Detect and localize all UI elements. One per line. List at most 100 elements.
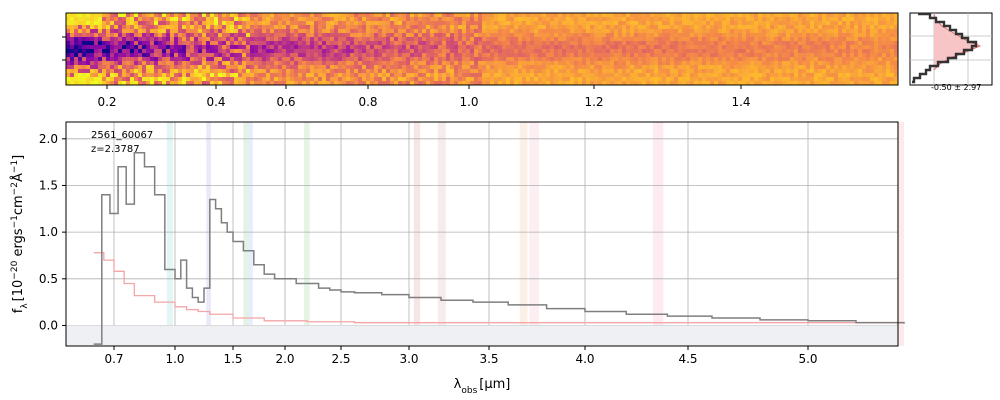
heatmap-cell [414,69,419,74]
heatmap-cell [94,45,99,50]
heatmap-cell [302,61,307,66]
heatmap-cell [438,25,443,30]
heatmap-cell [326,81,331,86]
heatmap-cell [842,33,847,38]
heatmap-cell [530,57,535,62]
heatmap-cell [702,77,707,82]
heatmap-cell [358,13,363,18]
heatmap-cell [222,13,227,18]
heatmap-cell [762,77,767,82]
heatmap-cell [626,73,631,78]
heatmap-cell [570,61,575,66]
heatmap-cell [890,73,895,78]
heatmap-cell [462,65,467,70]
heatmap-cell [670,61,675,66]
heatmap-cell [874,33,879,38]
heatmap-cell [806,69,811,74]
heatmap-cell [786,41,791,46]
heatmap-cell [582,45,587,50]
heatmap-cell [82,53,87,58]
heatmap-cell [566,33,571,38]
heatmap-cell [442,37,447,42]
heatmap-cell [638,29,643,34]
heatmap-cell [362,37,367,42]
heatmap-cell [878,49,883,54]
heatmap-cell [150,37,155,42]
heatmap-cell [106,45,111,50]
heatmap-cell [646,65,651,70]
heatmap-cell [594,69,599,74]
heatmap-cell [870,77,875,82]
heatmap-cell [246,29,251,34]
heatmap-cell [446,49,451,54]
heatmap-cell [646,21,651,26]
heatmap-cell [298,61,303,66]
heatmap-cell [590,81,595,86]
heatmap-cell [134,81,139,86]
heatmap-cell [274,25,279,30]
heatmap-cell [694,77,699,82]
heatmap-cell [774,33,779,38]
heatmap-cell [294,53,299,58]
heatmap-cell [262,77,267,82]
heatmap-cell [790,21,795,26]
heatmap-cell [794,29,799,34]
heatmap-cell [306,37,311,42]
emission-line-band [243,122,248,346]
heatmap-cell [390,49,395,54]
heatmap-cell [70,77,75,82]
heatmap-cell [502,37,507,42]
heatmap-cell [522,57,527,62]
heatmap-cell [246,13,251,18]
heatmap-cell [118,61,123,66]
heatmap-cell [686,13,691,18]
heatmap-cell [838,41,843,46]
heatmap-cell [862,69,867,74]
heatmap-cell [118,73,123,78]
heatmap-cell [218,73,223,78]
heatmap-cell [838,69,843,74]
heatmap-cell [142,77,147,82]
heatmap-cell [238,41,243,46]
heatmap-cell [458,17,463,22]
heatmap-cell [618,49,623,54]
heatmap-cell [610,45,615,50]
heatmap-cell [666,29,671,34]
heatmap-cell [202,13,207,18]
heatmap-cell [290,41,295,46]
heatmap-cell [354,49,359,54]
heatmap-cell [178,45,183,50]
heatmap-cell [394,73,399,78]
heatmap-cell [762,25,767,30]
heatmap-cell [78,77,83,82]
heatmap-cell [162,33,167,38]
heatmap-cell [294,41,299,46]
heatmap-cell [390,61,395,66]
heatmap-cell [306,73,311,78]
heatmap-cell [730,17,735,22]
heatmap-cell [738,77,743,82]
heatmap-cell [498,73,503,78]
heatmap-cell [266,13,271,18]
heatmap-cell [570,41,575,46]
heatmap-cell [406,61,411,66]
heatmap-cell [858,41,863,46]
heatmap-cell [338,41,343,46]
heatmap-cell [158,25,163,30]
heatmap-cell [174,45,179,50]
heatmap-cell [134,33,139,38]
heatmap-cell [694,37,699,42]
heatmap-cell [462,21,467,26]
heatmap-cell [498,61,503,66]
heatmap-cell [330,73,335,78]
heatmap-cell [586,13,591,18]
heatmap-cell [330,25,335,30]
heatmap-cell [778,37,783,42]
heatmap-cell [110,21,115,26]
heatmap-cell [194,41,199,46]
heatmap-cell [630,77,635,82]
heatmap-cell [466,53,471,58]
heatmap-cell [310,53,315,58]
heatmap-cell [374,61,379,66]
heatmap-cell [554,57,559,62]
